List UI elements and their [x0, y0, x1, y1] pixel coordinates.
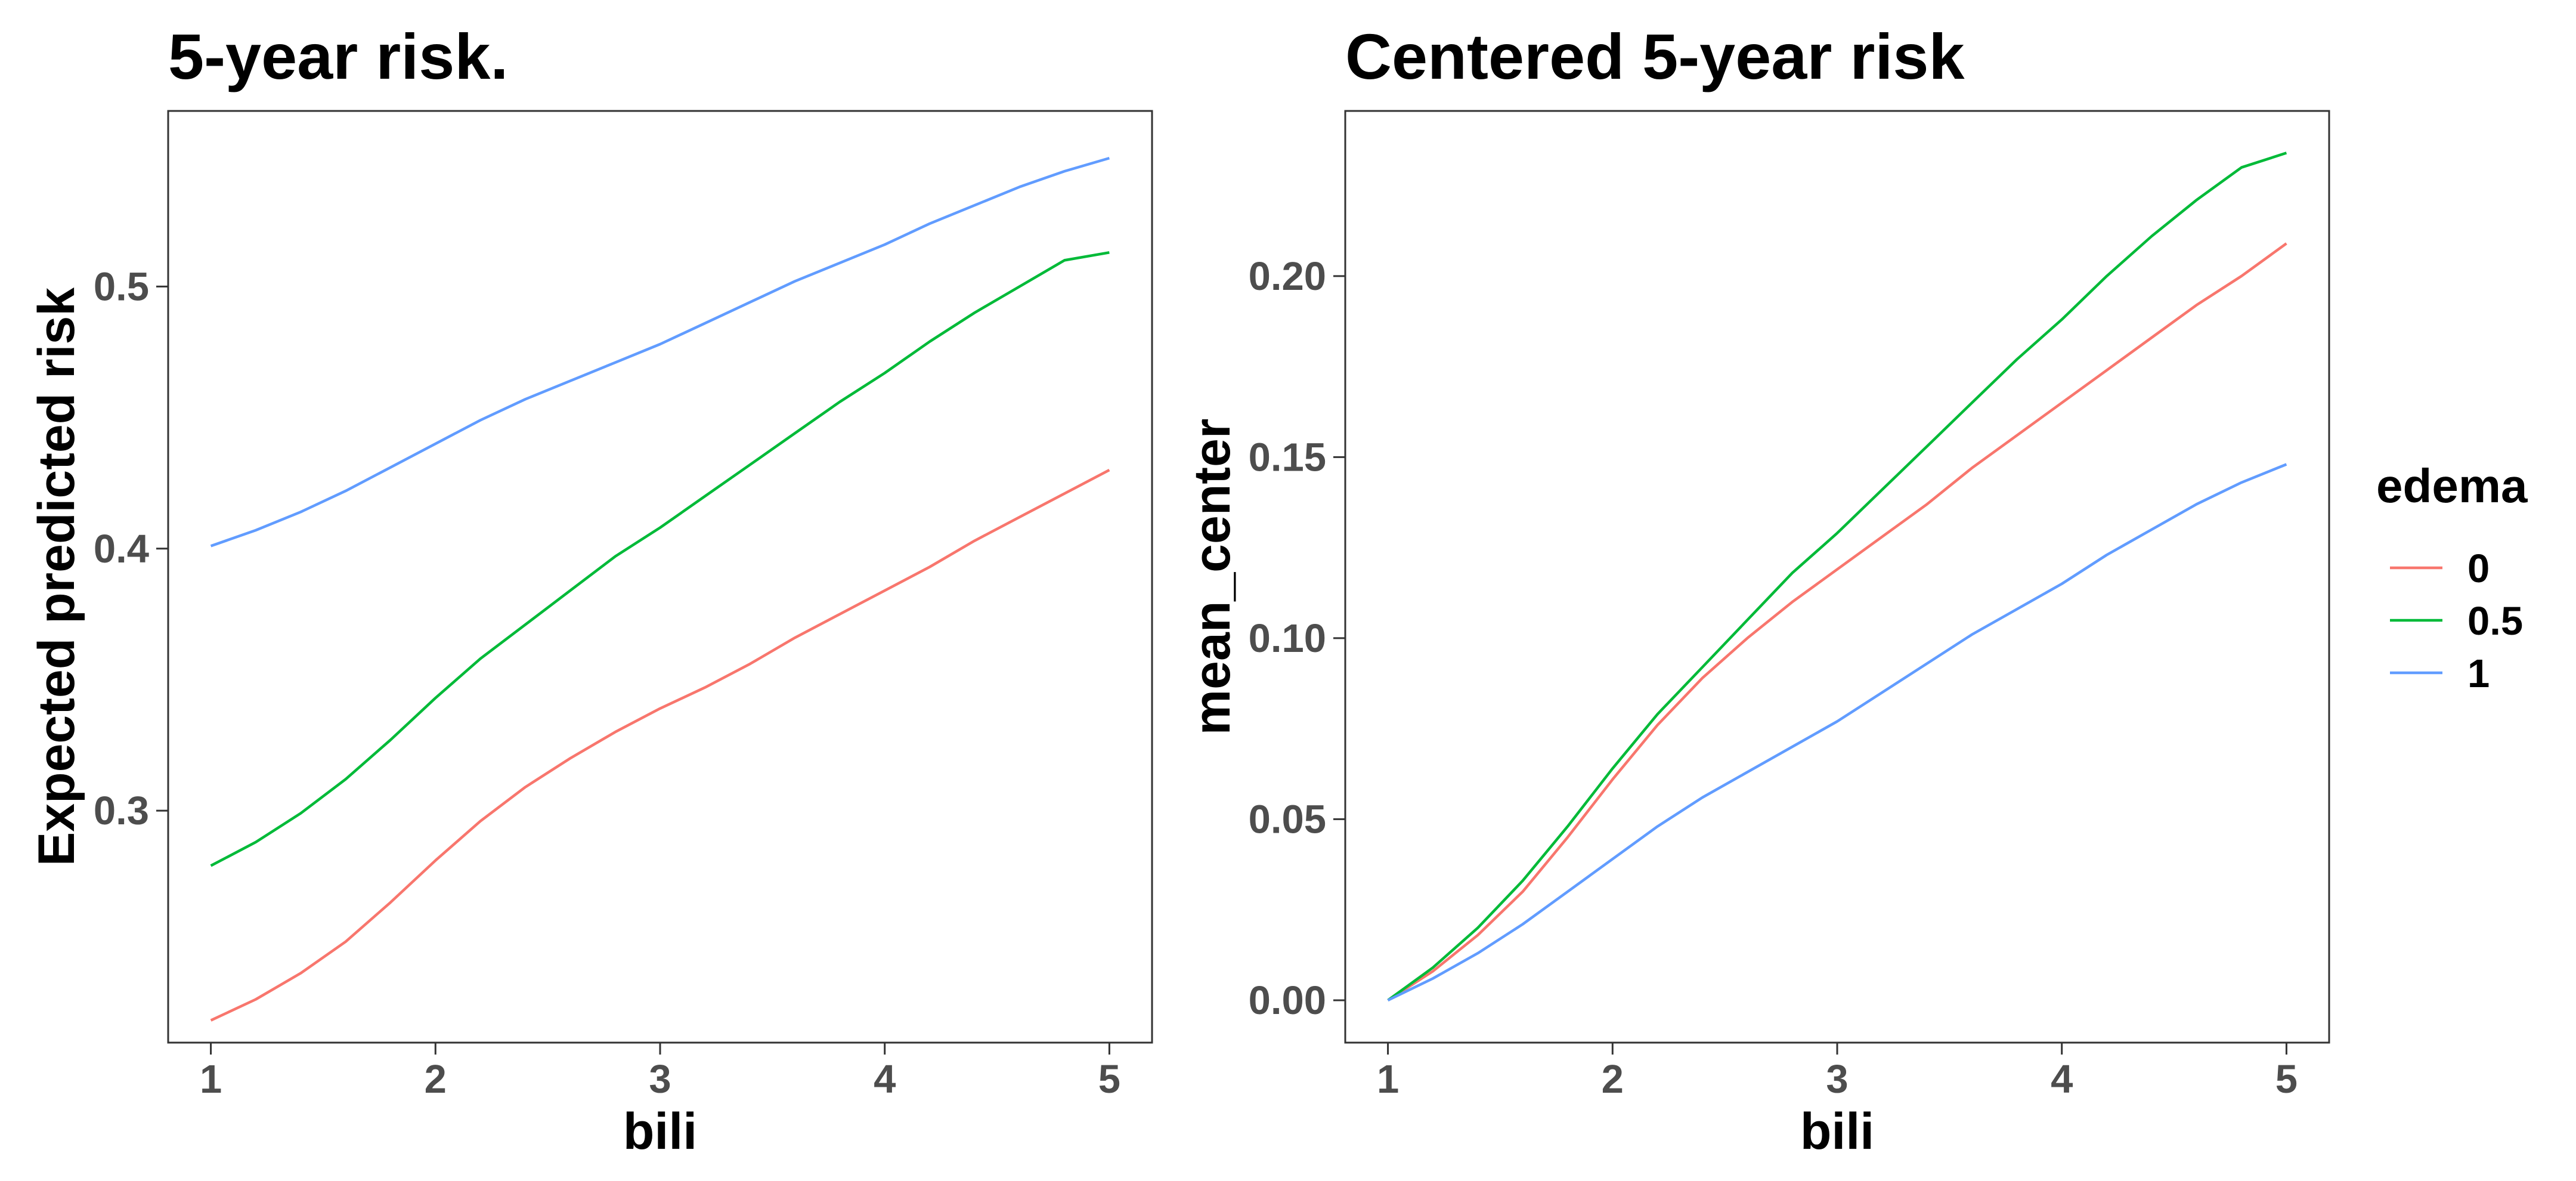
right-series-line-edema-1 [1387, 463, 2287, 1002]
left-x-tick-label: 1 [200, 1057, 222, 1102]
left-series-line-edema-0-5 [210, 251, 1110, 867]
right-x-tick-label: 5 [2275, 1057, 2298, 1102]
left-chart-title: 5-year risk. [168, 20, 508, 92]
right-panel: Centered 5-year risk 1 2 3 4 5 0.00 0.05 0.10 0.… [1184, 20, 2330, 1160]
right-chart-title: Centered 5-year risk [1345, 20, 1965, 92]
right-x-tick-label: 1 [1377, 1057, 1399, 1102]
right-x-axis-title: bili [1800, 1103, 1874, 1160]
left-x-tick-label: 4 [874, 1057, 896, 1102]
legend-label-edema-0-5: 0.5 [2467, 599, 2523, 644]
legend: edema 00.51 [2376, 459, 2528, 696]
left-y-tick-label: 0.5 [94, 264, 149, 309]
legend-label-edema-1: 1 [2467, 651, 2490, 696]
left-x-tick-label: 3 [649, 1057, 671, 1102]
left-y-tick-label: 0.4 [94, 527, 149, 571]
right-axis-ticks: 1 2 3 4 5 0.00 0.05 0.10 0.15 0.20 [1249, 254, 2298, 1102]
left-x-tick-label: 2 [425, 1057, 447, 1102]
right-series-line-edema-0 [1387, 242, 2287, 1001]
right-plot-border [1344, 110, 2330, 1044]
legend-items: 00.51 [2390, 546, 2523, 696]
right-x-tick-label: 4 [2051, 1057, 2073, 1102]
legend-label-edema-0: 0 [2467, 546, 2490, 591]
right-y-tick-label: 0.15 [1249, 435, 1326, 480]
left-panel: 5-year risk. 1 2 3 4 5 0.3 0.4 0.5 bili Expecte… [28, 20, 1153, 1160]
right-x-tick-label: 3 [1826, 1057, 1848, 1102]
left-x-tick-label: 5 [1098, 1057, 1120, 1102]
left-y-axis-title: Expected predicted risk [28, 287, 85, 866]
right-x-tick-label: 2 [1602, 1057, 1624, 1102]
right-y-tick-label: 0.20 [1249, 254, 1326, 299]
left-series-lines [210, 156, 1110, 1022]
left-series-line-edema-0 [210, 469, 1110, 1022]
right-series-line-edema-0-5 [1387, 152, 2287, 1001]
left-plot-border [167, 110, 1153, 1044]
left-series-line-edema-1 [210, 156, 1110, 548]
legend-title: edema [2376, 459, 2528, 512]
right-y-axis-title: mean_center [1184, 419, 1241, 735]
left-x-axis-title: bili [623, 1103, 697, 1160]
right-y-tick-label: 0.05 [1249, 797, 1326, 842]
left-axis-ticks: 1 2 3 4 5 0.3 0.4 0.5 [94, 264, 1120, 1102]
left-y-tick-label: 0.3 [94, 789, 149, 833]
right-series-lines [1387, 152, 2287, 1002]
right-y-tick-label: 0.10 [1249, 616, 1326, 661]
right-y-tick-label: 0.00 [1249, 978, 1326, 1023]
